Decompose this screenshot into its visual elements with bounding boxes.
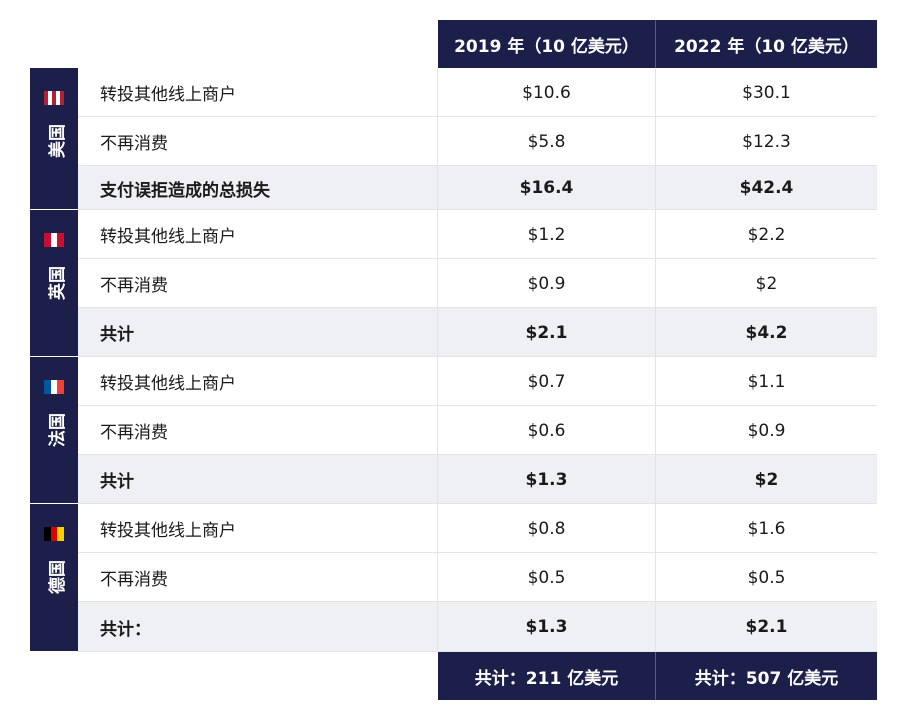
flag-icon	[44, 233, 64, 247]
row-label: 转投其他线上商户	[100, 521, 236, 541]
divider	[655, 652, 656, 700]
footer-total: 共计：507 亿美元	[656, 652, 877, 700]
value-cell: $1.3	[438, 602, 655, 652]
row-label: 不再消费	[100, 276, 168, 296]
row-divider	[78, 356, 877, 357]
value-cell: $2	[656, 455, 877, 504]
row-label: 共计	[78, 308, 438, 357]
value-cell: $1.6	[747, 518, 786, 539]
flag-stripe	[57, 380, 64, 394]
row-divider	[78, 209, 877, 210]
row-label: 转投其他线上商户	[100, 374, 236, 394]
divider	[655, 20, 656, 68]
flag-icon	[44, 380, 64, 394]
row-label: 支付误拒造成的总损失	[78, 166, 438, 210]
value-cell: $2.1	[656, 602, 877, 652]
flag-stripe	[57, 527, 64, 541]
value-cell: $1.2	[527, 224, 566, 245]
row-divider	[78, 601, 877, 602]
value-cell: $0.9	[747, 420, 786, 441]
value-cell: $16.4	[438, 166, 655, 210]
flag-icon	[44, 91, 64, 105]
footer-total: 共计：211 亿美元	[438, 652, 655, 700]
value-cell: $30.1	[742, 82, 791, 103]
row-label: 转投其他线上商户	[100, 227, 236, 247]
value-cell: $0.6	[527, 420, 566, 441]
flag-stripe	[44, 527, 51, 541]
flag-stripe	[57, 233, 64, 247]
value-cell: $2.1	[438, 308, 655, 357]
value-cell: $4.2	[656, 308, 877, 357]
country-name: 法国	[48, 413, 68, 447]
value-cell: $0.9	[527, 273, 566, 294]
flag-stripe	[50, 233, 58, 247]
column-divider	[437, 68, 438, 652]
country-name: 美国	[48, 124, 68, 158]
value-cell: $1.1	[747, 371, 786, 392]
row-label: 共计：	[78, 602, 438, 652]
row-label: 共计	[78, 455, 438, 504]
country-name: 德国	[48, 560, 68, 594]
row-divider	[78, 454, 877, 455]
row-divider	[78, 116, 877, 117]
row-divider	[78, 552, 877, 553]
flag-stripe	[50, 527, 58, 541]
row-divider	[78, 503, 877, 504]
flag-stripe	[60, 91, 64, 105]
row-divider	[78, 651, 877, 652]
row-divider	[78, 165, 877, 166]
value-cell: $5.8	[527, 131, 566, 152]
value-cell: $2	[755, 273, 778, 294]
row-label: 不再消费	[100, 134, 168, 154]
column-header: 2022 年（10 亿美元）	[656, 20, 877, 68]
value-cell: $2.2	[747, 224, 786, 245]
value-cell: $42.4	[656, 166, 877, 210]
value-cell: $1.3	[438, 455, 655, 504]
row-divider	[78, 307, 877, 308]
column-divider	[655, 68, 656, 652]
value-cell: $0.7	[527, 371, 566, 392]
flag-stripe	[50, 380, 58, 394]
value-cell: $10.6	[522, 82, 571, 103]
value-cell: $0.5	[527, 567, 566, 588]
row-divider	[78, 258, 877, 259]
flag-stripe	[44, 233, 51, 247]
row-label: 转投其他线上商户	[100, 85, 236, 105]
row-divider	[78, 405, 877, 406]
flag-icon	[44, 527, 64, 541]
value-cell: $0.8	[527, 518, 566, 539]
flag-stripe	[44, 380, 51, 394]
value-cell: $12.3	[742, 131, 791, 152]
row-label: 不再消费	[100, 570, 168, 590]
country-name: 英国	[48, 266, 68, 300]
value-cell: $0.5	[747, 567, 786, 588]
column-header: 2019 年（10 亿美元）	[438, 20, 655, 68]
row-label: 不再消费	[100, 423, 168, 443]
